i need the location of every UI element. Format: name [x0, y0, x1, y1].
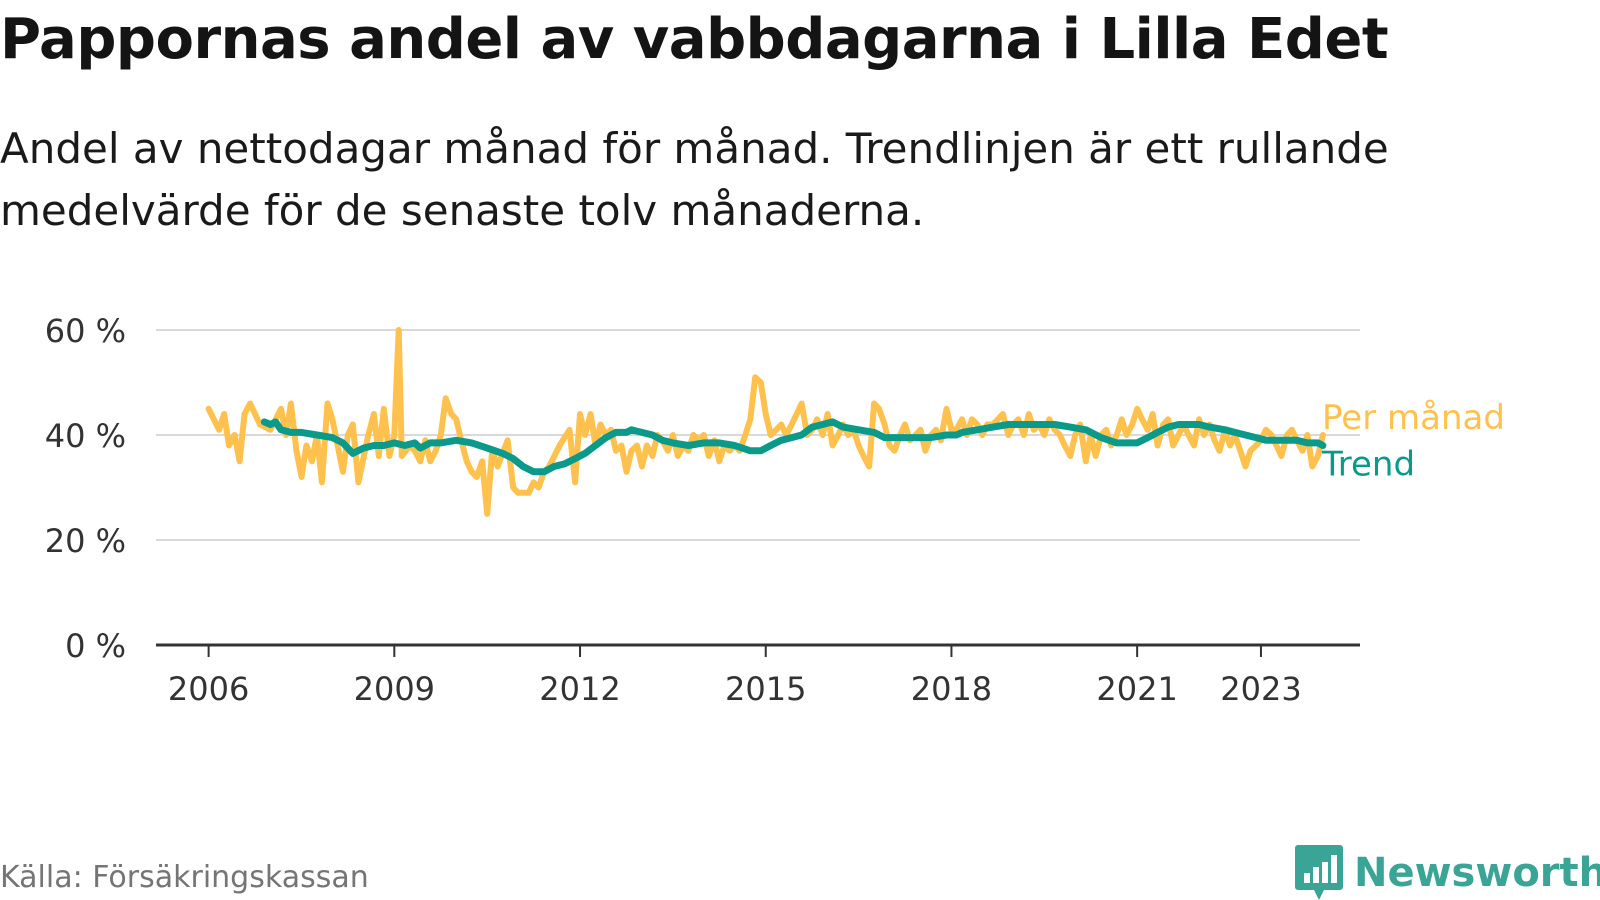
series-line-trend — [260, 418, 1327, 476]
newsworthy-logo: Newsworthy — [1294, 842, 1600, 900]
legend-layer: Per månad Trend — [1321, 398, 1505, 485]
y-tick-label: 20 % — [45, 522, 126, 560]
x-tick-label: 2021 — [1096, 670, 1177, 708]
series-line-per-manad — [205, 327, 1326, 517]
axis-layer: 0 % 20 % 40 % 60 % 2006 2009 2012 2015 2018 2021 2… — [45, 312, 1360, 708]
legend-label-trend: Trend — [1321, 445, 1415, 485]
y-tick-label: 60 % — [45, 312, 126, 350]
logo-text: Newsworthy — [1354, 850, 1600, 896]
chart-subtitle: Andel av nettodagar månad för månad. Tre… — [0, 124, 1389, 235]
legend-label-per-manad: Per månad — [1322, 398, 1505, 438]
x-tick-label: 2018 — [911, 670, 992, 708]
bar-chart-speech-bubble-icon — [1295, 845, 1343, 900]
series-layer — [205, 327, 1327, 517]
x-tick-label: 2009 — [354, 670, 435, 708]
y-tick-label: 0 % — [65, 627, 126, 665]
y-tick-label: 40 % — [45, 417, 126, 455]
x-tick-label: 2023 — [1220, 670, 1301, 708]
x-tick-label: 2012 — [539, 670, 620, 708]
chart-title: Pappornas andel av vabbdagarna i Lilla E… — [0, 7, 1389, 72]
x-tick-label: 2015 — [725, 670, 806, 708]
x-tick-label: 2006 — [168, 670, 249, 708]
source-note: Källa: Försäkringskassan — [0, 860, 369, 895]
